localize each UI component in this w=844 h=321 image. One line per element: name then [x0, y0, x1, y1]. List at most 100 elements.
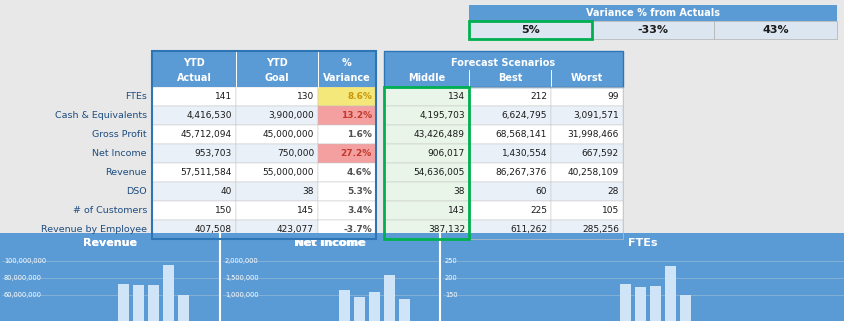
- Text: 1.6%: 1.6%: [347, 130, 371, 139]
- Bar: [317, 163, 376, 182]
- Bar: [152, 51, 376, 239]
- Text: 3,900,000: 3,900,000: [268, 111, 314, 120]
- Bar: [468, 201, 550, 220]
- Text: 3.4%: 3.4%: [347, 206, 371, 215]
- Bar: [664, 266, 675, 321]
- Text: 150: 150: [445, 292, 457, 298]
- Text: FTEs: FTEs: [627, 238, 657, 248]
- Text: 200: 200: [445, 275, 457, 281]
- Bar: [550, 220, 622, 239]
- Bar: [398, 299, 409, 321]
- Bar: [383, 182, 468, 201]
- Bar: [235, 163, 317, 182]
- Text: Best: Best: [497, 73, 522, 83]
- Text: 4,195,703: 4,195,703: [419, 111, 464, 120]
- Bar: [317, 125, 376, 144]
- Bar: [338, 290, 349, 321]
- Bar: [235, 201, 317, 220]
- Text: Net Income: Net Income: [295, 238, 365, 248]
- Bar: [152, 182, 235, 201]
- Text: Variance: Variance: [322, 73, 371, 83]
- Bar: [441, 233, 844, 321]
- Text: 45,000,000: 45,000,000: [262, 130, 314, 139]
- Text: 1,500,000: 1,500,000: [225, 275, 258, 281]
- Text: 5.3%: 5.3%: [347, 187, 371, 196]
- Text: 145: 145: [296, 206, 314, 215]
- Text: YTD: YTD: [266, 58, 288, 68]
- Text: 60,000,000: 60,000,000: [4, 292, 42, 298]
- Bar: [468, 182, 550, 201]
- Text: # of Customers: # of Customers: [73, 206, 147, 215]
- Bar: [468, 163, 550, 182]
- Text: 100,000,000: 100,000,000: [4, 258, 46, 264]
- Bar: [619, 284, 630, 321]
- Bar: [649, 286, 660, 321]
- Bar: [550, 87, 622, 106]
- Text: 423,077: 423,077: [277, 225, 314, 234]
- Bar: [468, 220, 550, 239]
- Text: 80,000,000: 80,000,000: [4, 275, 42, 281]
- Text: 906,017: 906,017: [427, 149, 464, 158]
- Bar: [383, 106, 468, 125]
- Text: Gross Profit: Gross Profit: [92, 130, 147, 139]
- Bar: [317, 220, 376, 239]
- Text: 43%: 43%: [761, 25, 788, 35]
- Text: Net Income: Net Income: [92, 149, 147, 158]
- Text: 134: 134: [447, 92, 464, 101]
- Bar: [383, 201, 468, 220]
- Text: Variance % from Actuals: Variance % from Actuals: [585, 8, 719, 18]
- Bar: [383, 274, 394, 321]
- Text: 285,256: 285,256: [582, 225, 619, 234]
- Bar: [679, 295, 690, 321]
- Text: 611,262: 611,262: [510, 225, 546, 234]
- Text: %: %: [342, 58, 351, 68]
- Bar: [163, 265, 174, 321]
- Bar: [468, 106, 550, 125]
- Text: Net Income: Net Income: [295, 238, 366, 248]
- Bar: [383, 51, 622, 87]
- Text: 31,998,466: 31,998,466: [567, 130, 619, 139]
- Bar: [383, 125, 468, 144]
- Bar: [550, 106, 622, 125]
- Bar: [550, 125, 622, 144]
- Text: 1,000,000: 1,000,000: [225, 292, 258, 298]
- Bar: [441, 233, 844, 321]
- Bar: [0, 233, 219, 321]
- Bar: [221, 233, 441, 321]
- Text: 250: 250: [445, 258, 457, 264]
- Bar: [133, 285, 143, 321]
- Bar: [235, 106, 317, 125]
- Bar: [317, 106, 376, 125]
- Text: Cash & Equivalents: Cash & Equivalents: [55, 111, 147, 120]
- Bar: [383, 144, 468, 163]
- Bar: [148, 285, 159, 321]
- Text: 667,592: 667,592: [582, 149, 619, 158]
- Text: Revenue: Revenue: [106, 168, 147, 177]
- Bar: [468, 21, 591, 39]
- Text: 86,267,376: 86,267,376: [495, 168, 546, 177]
- Bar: [317, 87, 376, 106]
- Bar: [0, 233, 219, 251]
- Text: Worst: Worst: [571, 73, 603, 83]
- Text: 40,258,109: 40,258,109: [567, 168, 619, 177]
- Bar: [152, 125, 235, 144]
- Bar: [383, 87, 622, 239]
- Bar: [383, 87, 468, 239]
- Text: 54,636,005: 54,636,005: [413, 168, 464, 177]
- Bar: [152, 163, 235, 182]
- Text: 953,703: 953,703: [194, 149, 232, 158]
- Bar: [383, 87, 468, 106]
- Bar: [354, 297, 365, 321]
- Bar: [468, 87, 550, 106]
- Bar: [235, 220, 317, 239]
- Bar: [383, 51, 622, 87]
- Text: 43,426,489: 43,426,489: [414, 130, 464, 139]
- Text: 3,091,571: 3,091,571: [572, 111, 619, 120]
- Bar: [152, 144, 235, 163]
- Bar: [235, 182, 317, 201]
- Text: 68,568,141: 68,568,141: [495, 130, 546, 139]
- Bar: [550, 201, 622, 220]
- Bar: [591, 21, 713, 39]
- Text: 150: 150: [214, 206, 232, 215]
- Bar: [118, 284, 129, 321]
